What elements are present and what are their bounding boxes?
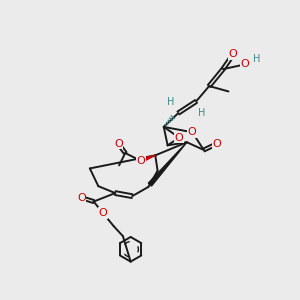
Text: O: O: [229, 50, 237, 59]
Text: O: O: [212, 139, 221, 149]
Text: O: O: [99, 208, 107, 218]
Text: O: O: [77, 193, 86, 203]
Text: O: O: [188, 127, 197, 137]
Text: H: H: [198, 108, 205, 118]
Text: O: O: [114, 139, 123, 149]
Text: H: H: [253, 54, 261, 64]
Polygon shape: [148, 142, 187, 186]
Polygon shape: [140, 155, 155, 163]
Text: O: O: [136, 156, 145, 166]
Text: O: O: [175, 133, 184, 142]
Text: O: O: [240, 59, 249, 70]
Text: H: H: [167, 97, 174, 107]
